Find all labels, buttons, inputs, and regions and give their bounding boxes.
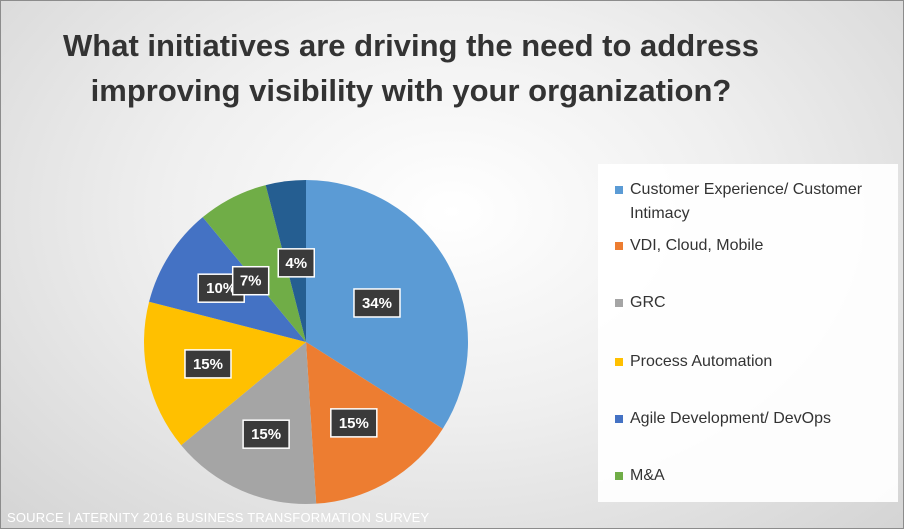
pie-slice-5 [202,185,306,342]
legend-label: Process Automation [630,353,773,370]
legend-swatch [615,472,623,480]
legend-swatch [615,186,623,194]
legend: Customer Experience/ Customer Intimacy VD… [598,164,898,502]
legend-swatch [615,415,623,423]
legend-swatch [615,242,623,250]
chart-title: What initiatives are driving the need to… [63,28,759,108]
data-label-box-3 [184,349,232,379]
legend-label: VDI, Cloud, Mobile [630,237,764,254]
legend-label: M&A [630,467,665,484]
legend-label: Customer Experience/ Customer Intimacy [630,181,863,222]
data-label-0: 34% [362,295,392,312]
data-label-box-6 [277,248,316,278]
data-label-box-5 [231,265,270,296]
data-label-box-2 [242,419,290,449]
legend-item: Agile Development/ DevOps [615,407,885,431]
data-label-2: 15% [251,426,281,443]
data-label-box-0 [353,288,401,318]
data-label-box-1 [330,408,378,438]
data-label-4: 10% [206,280,236,297]
legend-swatch [615,358,623,366]
data-label-5: 7% [240,273,262,290]
legend-item: Process Automation [615,350,885,374]
data-label-6: 4% [285,255,307,272]
legend-item: Customer Experience/ Customer Intimacy [615,178,885,226]
legend-label: GRC [630,294,666,311]
legend-label: Agile Development/ DevOps [630,410,831,427]
data-label-1: 15% [339,415,369,432]
legend-item: VDI, Cloud, Mobile [615,234,885,258]
legend-swatch [615,299,623,307]
legend-item: GRC [615,291,885,315]
source-note: SOURCE | ATERNITY 2016 BUSINESS TRANSFOR… [7,510,430,525]
legend-item: M&A [615,464,885,488]
data-label-3: 15% [193,356,223,373]
